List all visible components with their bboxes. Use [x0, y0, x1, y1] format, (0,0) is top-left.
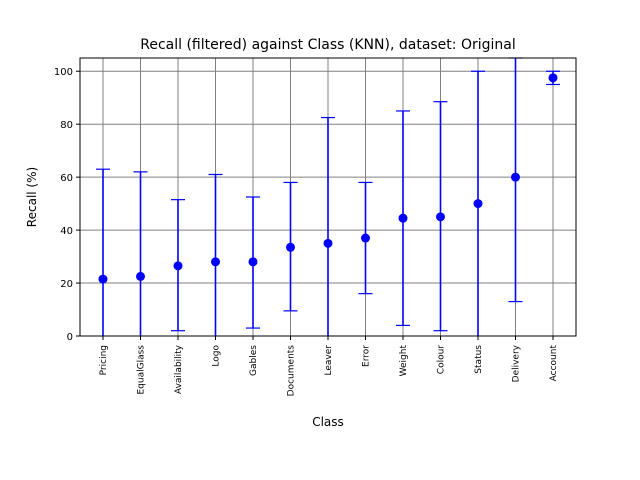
x-tick-label: Account: [549, 345, 559, 382]
data-point: [511, 172, 520, 182]
y-tick-label: 20: [60, 279, 73, 290]
data-point: [248, 257, 258, 267]
x-axis-label: Class: [312, 415, 344, 429]
y-axis-label: Recall (%): [25, 167, 39, 227]
data-point: [548, 73, 558, 83]
x-tick-label: Delivery: [512, 344, 522, 382]
y-axis-ticks: 0 20 40 60 80 100: [54, 67, 80, 343]
data-point: [323, 238, 333, 248]
x-tick-label: Availability: [174, 344, 184, 394]
y-tick-label: 80: [60, 120, 73, 131]
data-point: [98, 274, 108, 284]
x-tick-label: Leaver: [324, 345, 334, 376]
x-tick-label: Documents: [287, 345, 297, 397]
x-tick-label: Gables: [249, 345, 259, 376]
y-tick-label: 100: [54, 67, 73, 78]
data-point: [398, 213, 408, 223]
x-tick-label: Pricing: [99, 345, 109, 375]
x-tick-label: EqualGlass: [137, 345, 147, 395]
data-point: [473, 199, 483, 209]
x-tick-label: Error: [362, 345, 372, 367]
data-point: [361, 233, 370, 243]
x-axis-ticks: Pricing EqualGlass Availability Logo Gables D…: [99, 336, 559, 396]
data-points: [98, 73, 558, 284]
x-tick-label: Colour: [437, 345, 447, 375]
x-tick-label: Weight: [399, 345, 409, 377]
x-tick-label: Status: [474, 345, 484, 374]
x-tick-label: Logo: [212, 345, 222, 367]
y-tick-label: 40: [60, 226, 73, 237]
data-point: [173, 261, 183, 271]
data-point: [211, 257, 220, 267]
y-tick-label: 0: [67, 332, 73, 343]
data-point: [436, 212, 445, 222]
data-point: [286, 242, 295, 252]
plot-frame: [79, 57, 577, 337]
data-point: [136, 271, 145, 281]
chart-title: Recall (filtered) against Class (KNN), d…: [140, 37, 516, 53]
y-tick-label: 60: [60, 173, 73, 184]
